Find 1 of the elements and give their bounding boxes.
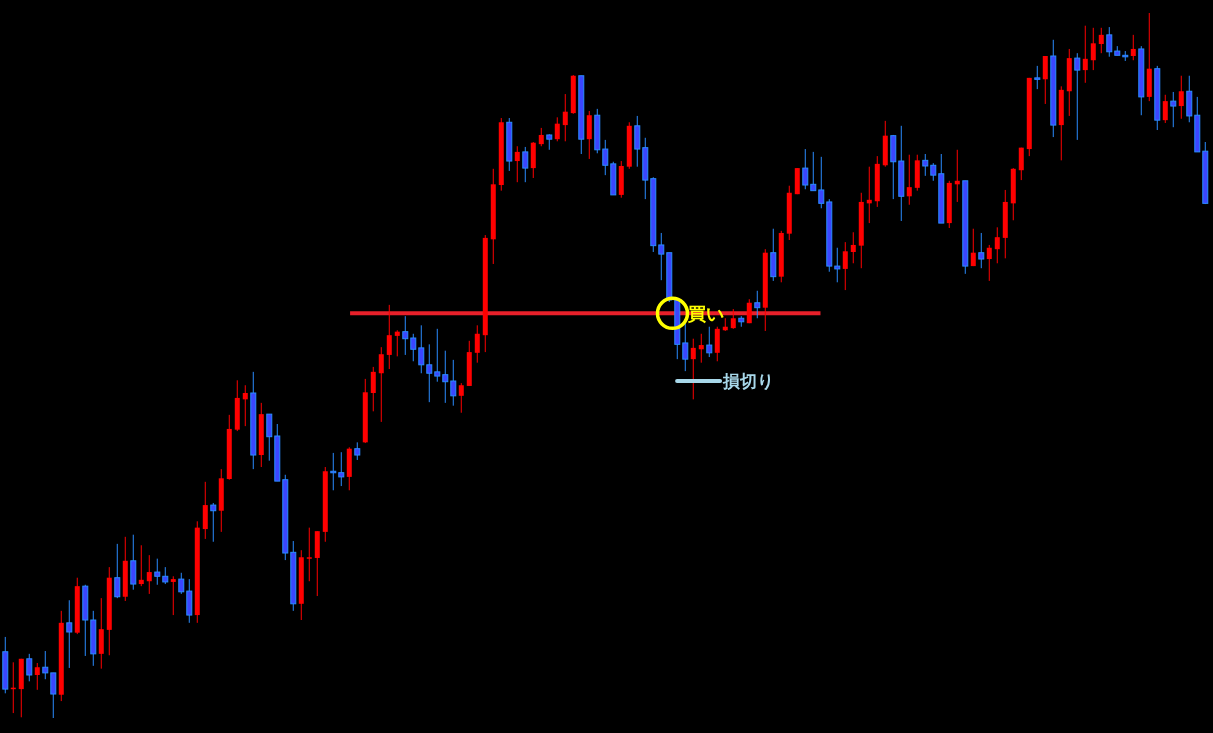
annotation: 損切り — [722, 371, 775, 392]
